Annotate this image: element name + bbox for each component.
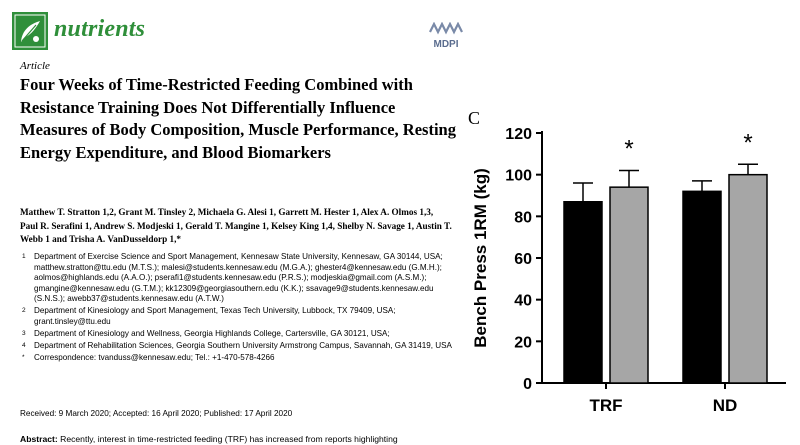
- author-list: Matthew T. Stratton 1,2, Grant M. Tinsle…: [20, 207, 452, 244]
- affiliation-number: 3: [22, 330, 26, 338]
- journal-logo-icon: [12, 12, 48, 50]
- y-tick-label: 80: [514, 209, 532, 226]
- significance-marker: *: [743, 129, 752, 156]
- affiliation-number: 4: [22, 342, 26, 350]
- publisher-name: MDPI: [434, 39, 459, 50]
- publication-dates: Received: 9 March 2020; Accepted: 16 Apr…: [20, 409, 293, 418]
- y-tick-label: 60: [514, 251, 532, 268]
- bar-pre-nd: [682, 190, 722, 384]
- y-tick-label: 40: [514, 293, 532, 310]
- affiliation-text: Department of Rehabilitation Sciences, G…: [34, 341, 452, 351]
- affiliation-number: 1: [22, 253, 26, 260]
- x-tick-label: TRF: [589, 396, 622, 415]
- x-tick-label: ND: [713, 396, 738, 415]
- y-tick-label: 20: [514, 334, 532, 351]
- affiliation-text: Department of Exercise Science and Sport…: [34, 252, 443, 304]
- affiliation-item: 3 Department of Kinesiology and Wellness,…: [20, 329, 460, 340]
- affiliation-item: 4 Department of Rehabilitation Sciences, …: [20, 341, 460, 352]
- y-tick-label: 120: [505, 126, 532, 143]
- y-axis-label: Bench Press 1RM (kg): [471, 168, 490, 348]
- affiliation-list: 1 Department of Exercise Science and Spor…: [20, 252, 460, 365]
- affiliation-number: *: [22, 354, 25, 362]
- significance-marker: *: [624, 136, 633, 163]
- y-tick-label: 0: [523, 376, 532, 393]
- affiliation-text: Department of Kinesiology and Sport Mana…: [34, 306, 396, 327]
- affiliation-item: 2 Department of Kinesiology and Sport Man…: [20, 306, 460, 327]
- journal-header: nutrients MDPI: [12, 12, 463, 52]
- article-type: Article: [20, 60, 50, 72]
- abstract-label: Abstract:: [20, 434, 58, 444]
- affiliation-text: Department of Kinesiology and Wellness, …: [34, 329, 390, 339]
- affiliation-item: 1 Department of Exercise Science and Spor…: [20, 252, 460, 305]
- bar-pre-trf: [563, 201, 603, 384]
- bench-press-chart: C Bench Press 1RM (kg) 0 20 40 60 80 100 120 TRF *…: [468, 108, 786, 415]
- article-title: Four Weeks of Time-Restricted Feeding Co…: [20, 75, 456, 162]
- abstract-text: Recently, interest in time-restricted fe…: [60, 434, 398, 444]
- affiliation-number: 2: [22, 307, 26, 315]
- abstract: Abstract: Recently, interest in time-res…: [20, 434, 460, 444]
- affiliation-text: Correspondence: tvanduss@kennesaw.edu; T…: [34, 353, 275, 363]
- y-tick-label: 100: [505, 168, 532, 185]
- journal-name: nutrients: [54, 16, 146, 42]
- publisher-logo: MDPI: [429, 22, 463, 50]
- bar-post-trf: [609, 186, 649, 384]
- affiliation-item: * Correspondence: tvanduss@kennesaw.edu; …: [20, 353, 460, 364]
- figure-panel-c: C Bench Press 1RM (kg) 0 20 40 60 80 100 120 TRF *…: [456, 100, 800, 445]
- panel-label: C: [468, 108, 480, 128]
- bar-post-nd: [728, 173, 768, 384]
